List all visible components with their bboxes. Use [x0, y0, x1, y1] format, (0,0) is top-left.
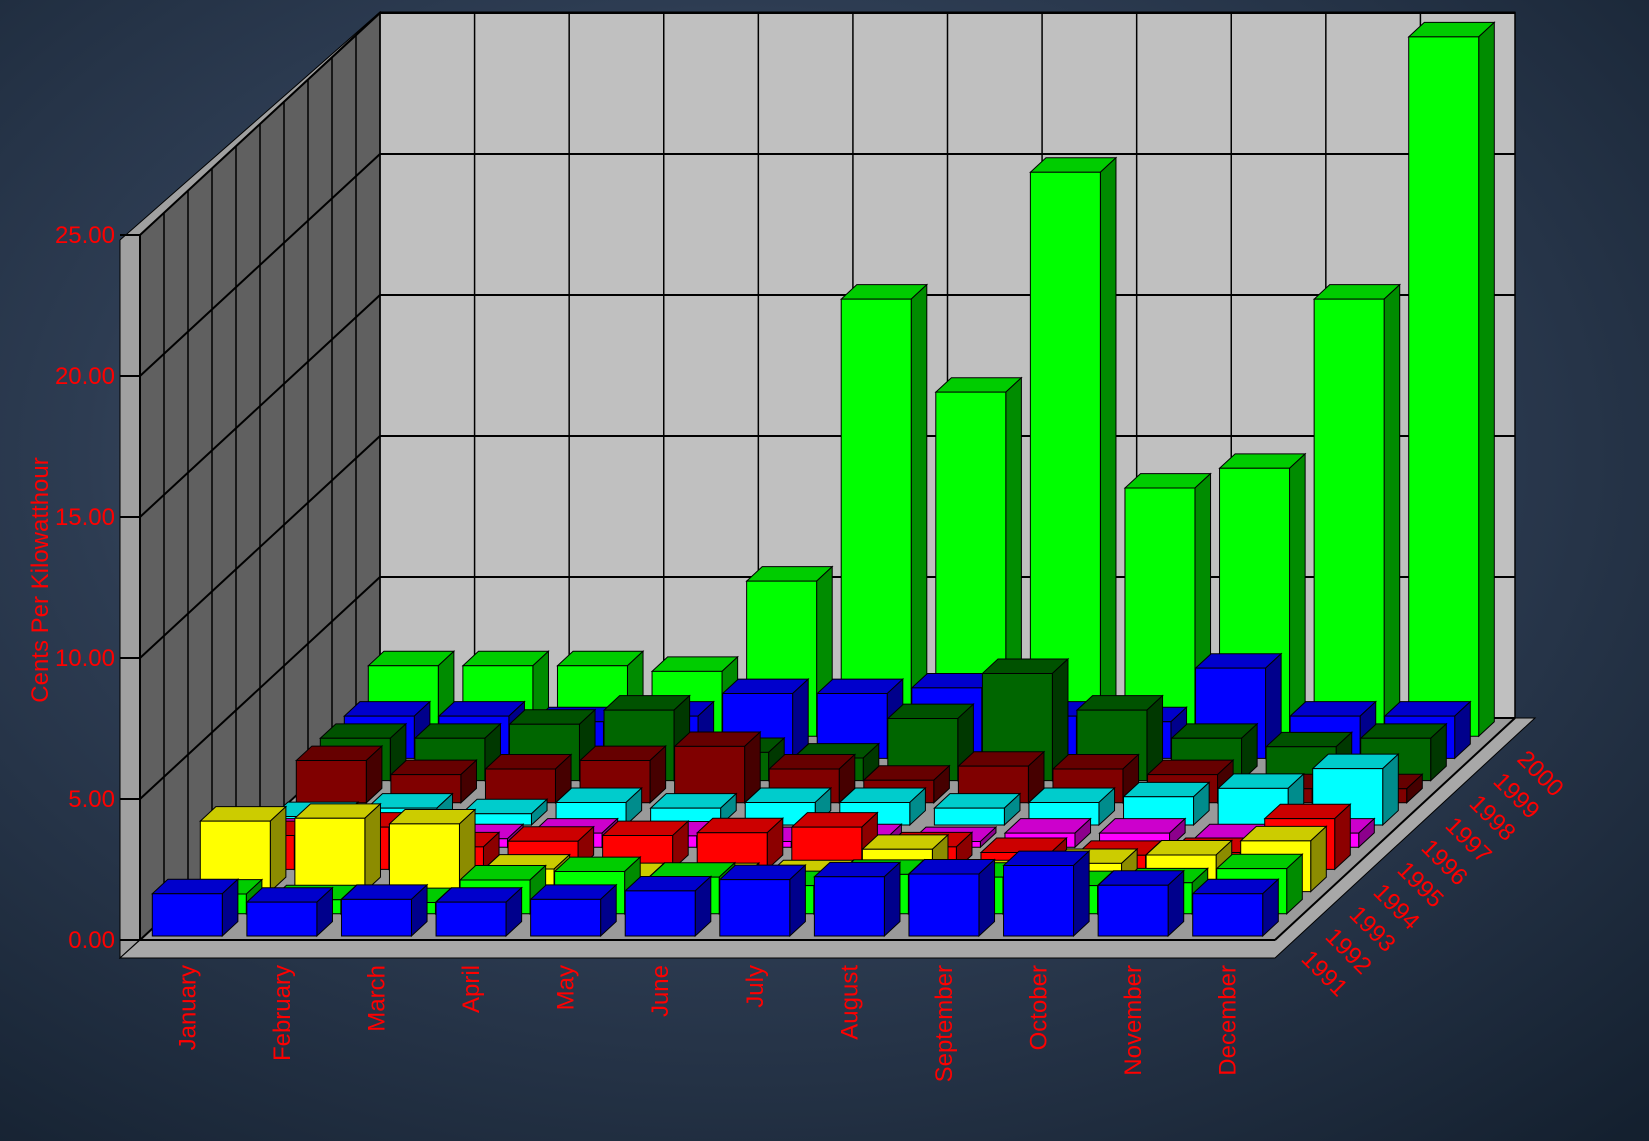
x-tick-label: January [174, 965, 201, 1050]
bar-front [1097, 884, 1169, 937]
x-tick-label: March [363, 965, 390, 1032]
bar [907, 858, 996, 938]
bar [1311, 753, 1400, 827]
bar [815, 677, 905, 760]
bar [839, 283, 929, 738]
bar-front [813, 876, 885, 937]
bar [623, 875, 713, 938]
y-tick-label: 0.00 [68, 927, 115, 954]
x-tick-label: July [742, 965, 769, 1008]
bar [934, 376, 1023, 738]
bar-front [840, 298, 912, 737]
bar-front [530, 898, 602, 937]
bar [1407, 21, 1496, 738]
x-tick-label: February [269, 965, 296, 1061]
bar [813, 861, 902, 938]
x-tick-label: October [1026, 965, 1053, 1050]
bar [388, 808, 477, 893]
x-tick-label: May [553, 965, 580, 1010]
bar-front [624, 890, 696, 937]
bar-front [151, 893, 223, 937]
bar [695, 817, 785, 871]
bar-side [1289, 452, 1306, 738]
bar-side [1099, 156, 1117, 738]
bar-front [1408, 36, 1480, 737]
bar [460, 798, 549, 827]
bar [886, 702, 975, 782]
bar [434, 886, 523, 938]
bar-front [246, 901, 318, 937]
bar [649, 792, 738, 827]
bar [340, 883, 429, 938]
bar [1312, 283, 1401, 738]
bar-side [1478, 21, 1495, 738]
bar-side [1073, 849, 1090, 938]
bar [1002, 849, 1091, 938]
x-tick-label: December [1215, 965, 1242, 1076]
bar [1096, 869, 1185, 938]
bar [293, 802, 382, 893]
depth-axis [1274, 717, 1516, 941]
y-tick-label: 10.00 [55, 645, 115, 672]
bar-front [340, 898, 412, 937]
bar-front [294, 817, 366, 893]
bar-side [1383, 283, 1401, 738]
bar [933, 792, 1022, 827]
bar-front [1029, 171, 1101, 737]
bar-front [908, 873, 980, 937]
bar [718, 864, 807, 938]
bar [245, 886, 334, 938]
bar-front [1003, 865, 1075, 937]
x-tick-label: June [647, 965, 674, 1017]
bar-front [1313, 298, 1385, 737]
bar-front [719, 879, 791, 937]
bar [1122, 781, 1211, 827]
bar-front [933, 807, 1005, 826]
bar [199, 805, 288, 893]
x-tick-label: April [458, 965, 485, 1013]
y-tick-label: 15.00 [55, 504, 115, 531]
bar [1029, 156, 1118, 738]
x-tick-label: September [931, 965, 958, 1082]
y-tick-label: 20.00 [55, 363, 115, 390]
bar [484, 753, 573, 804]
bar-side [910, 283, 928, 738]
bar-front [388, 823, 460, 893]
bar-front [435, 901, 507, 937]
y-axis-label: Cents Per Kilowatthour [27, 457, 54, 702]
y-tick-label: 25.00 [55, 222, 115, 249]
bar-side [269, 805, 287, 893]
x-tick-label: August [836, 965, 863, 1040]
bar [295, 744, 384, 804]
bar [529, 883, 618, 938]
bar-front [484, 768, 556, 804]
bar-front [295, 760, 367, 804]
x-tick-label: November [1120, 965, 1147, 1076]
bar-front [1192, 893, 1264, 937]
bar [151, 878, 240, 938]
y-tick-label: 5.00 [68, 786, 115, 813]
bar-side [364, 802, 381, 893]
bar [673, 730, 762, 804]
bar [1191, 878, 1280, 938]
